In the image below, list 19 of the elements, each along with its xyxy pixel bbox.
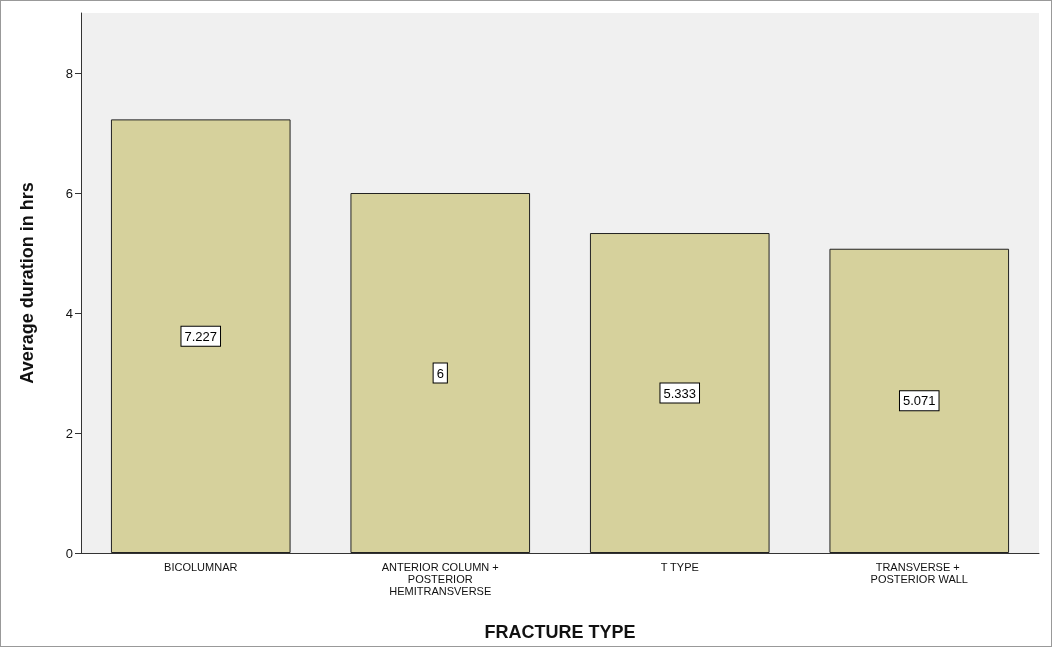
data-label: 6 — [436, 365, 444, 381]
x-tick-label: ANTERIOR COLUMN + POSTERIOR HEMITRANSVERSE — [381, 561, 499, 597]
y-tick-label: 6 — [65, 185, 73, 201]
bar — [829, 248, 1010, 553]
data-label: 5.071 — [902, 393, 936, 409]
x-tick-label: T TYPE — [660, 561, 699, 573]
x-axis-title: FRACTURE TYPE — [484, 622, 636, 642]
data-label: 5.333 — [663, 385, 697, 401]
x-tick-label: TRANSVERSE + POSTERIOR WALL — [870, 561, 968, 585]
y-tick-label: 4 — [65, 305, 73, 321]
y-tick-label: 0 — [65, 545, 73, 561]
data-label: 7.227 — [184, 328, 218, 344]
bar — [350, 193, 531, 553]
y-axis-title: Average duration in hrs — [17, 182, 37, 384]
bar — [589, 233, 770, 553]
bar — [110, 119, 291, 553]
y-tick-label: 2 — [65, 425, 73, 441]
x-tick-label: BICOLUMNAR — [164, 561, 238, 573]
y-tick-label: 8 — [65, 65, 73, 81]
